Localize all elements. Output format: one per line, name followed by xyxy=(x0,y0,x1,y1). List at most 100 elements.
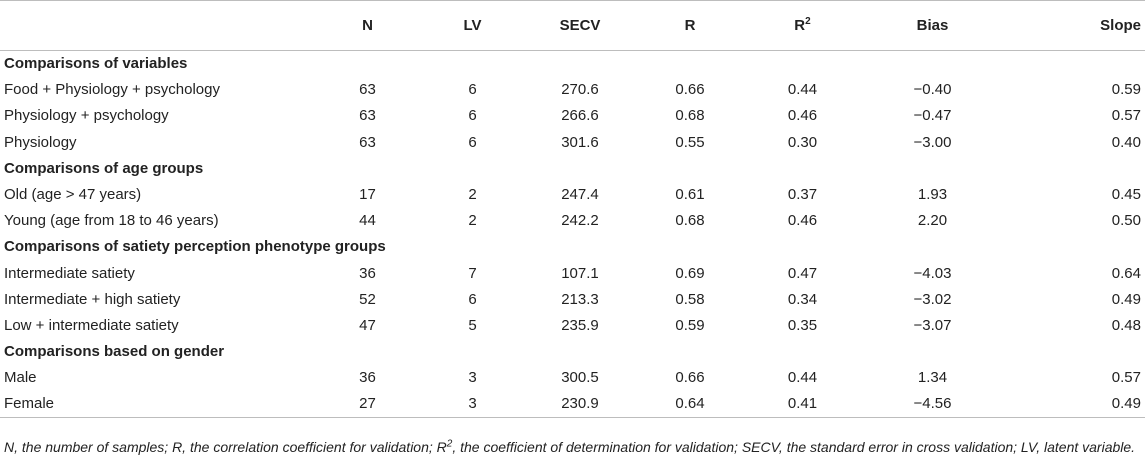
header-secv: SECV xyxy=(525,0,635,51)
group-header-row: Comparisons of variables xyxy=(0,51,1145,77)
cell-secv: 301.6 xyxy=(561,133,599,151)
cell-r: 0.68 xyxy=(675,212,705,230)
cell-n: 36 xyxy=(359,264,376,282)
cell-n: 52 xyxy=(359,290,376,308)
cell-n: 17 xyxy=(359,186,376,204)
header-r2-sup: 2 xyxy=(805,16,811,27)
cell-secv: 107.1 xyxy=(561,264,599,282)
cell-r: 0.66 xyxy=(675,369,705,387)
header-r: R xyxy=(635,0,745,51)
cell-slope: 0.57 xyxy=(1111,369,1141,387)
cell-bias: −0.40 xyxy=(913,81,952,99)
row-label: Physiology + psychology xyxy=(4,107,169,125)
cell-r: 0.61 xyxy=(675,186,705,204)
cell-lv: 3 xyxy=(420,390,525,418)
cell-r: 0.69 xyxy=(675,264,705,282)
table-row: Food + Physiology + psychology 63 6 270.6 0.… xyxy=(0,77,1145,103)
cell-n: 63 xyxy=(359,107,376,125)
cell-bias: −4.56 xyxy=(860,390,1005,418)
group-title: Comparisons of variables xyxy=(4,55,188,73)
cell-slope: 0.40 xyxy=(1111,133,1141,151)
cell-secv: 270.6 xyxy=(561,81,599,99)
header-n: N xyxy=(315,0,420,51)
table-row: Intermediate satiety 36 7 107.1 0.69 0.47 −4.0… xyxy=(0,260,1145,286)
cell-bias: −3.02 xyxy=(913,290,952,308)
cell-slope: 0.50 xyxy=(1111,212,1141,230)
footnote-part2: , the coefficient of determination for v… xyxy=(452,439,1136,455)
cell-n: 36 xyxy=(359,369,376,387)
group-header-row: Comparisons based on gender xyxy=(0,339,1145,365)
cell-n: 63 xyxy=(359,81,376,99)
group-header-row: Comparisons of age groups xyxy=(0,155,1145,181)
cell-secv: 242.2 xyxy=(561,212,599,230)
results-table: N LV SECV R R2 Bias Slope Comparisons of… xyxy=(0,0,1145,418)
cell-r2: 0.30 xyxy=(787,133,818,151)
group-header-row: Comparisons of satiety perception phenot… xyxy=(0,234,1145,260)
cell-lv: 7 xyxy=(468,264,477,282)
footnote-sup: 2 xyxy=(446,438,453,450)
table-row: Low + intermediate satiety 47 5 235.9 0.59 0.… xyxy=(0,312,1145,338)
cell-bias: 1.93 xyxy=(917,186,948,204)
table-header: N LV SECV R R2 Bias Slope xyxy=(0,0,1145,51)
cell-bias: −4.03 xyxy=(913,264,952,282)
cell-lv: 2 xyxy=(468,186,477,204)
cell-r2: 0.34 xyxy=(787,290,818,308)
footnote-part1: N, the number of samples; R, the correla… xyxy=(4,439,447,455)
cell-r: 0.66 xyxy=(675,81,705,99)
cell-r2: 0.44 xyxy=(787,81,818,99)
cell-slope: 0.57 xyxy=(1111,107,1141,125)
table-footnote: N, the number of samples; R, the correla… xyxy=(4,439,1135,455)
table-row: Old (age > 47 years) 17 2 247.4 0.61 0.37 1.93… xyxy=(0,181,1145,207)
cell-slope: 0.59 xyxy=(1111,81,1141,99)
cell-r: 0.59 xyxy=(675,316,705,334)
cell-secv: 235.9 xyxy=(561,316,599,334)
table-row: Physiology 63 6 301.6 0.55 0.30 −3.00 0.40 xyxy=(0,129,1145,155)
table-row: Young (age from 18 to 46 years) 44 2 242.2 0… xyxy=(0,208,1145,234)
cell-r: 0.68 xyxy=(675,107,705,125)
cell-bias: −3.07 xyxy=(913,316,952,334)
row-label: Male xyxy=(4,369,37,387)
cell-bias: −0.47 xyxy=(913,107,952,125)
cell-r2: 0.46 xyxy=(787,107,818,125)
cell-r: 0.58 xyxy=(675,290,705,308)
cell-lv: 2 xyxy=(468,212,477,230)
header-lv: LV xyxy=(420,0,525,51)
row-label: Intermediate satiety xyxy=(4,264,135,282)
cell-slope: 0.48 xyxy=(1111,316,1141,334)
row-label: Low + intermediate satiety xyxy=(4,316,179,334)
group-title: Comparisons of satiety perception phenot… xyxy=(4,238,386,256)
group-title: Comparisons of age groups xyxy=(4,159,204,177)
cell-secv: 300.5 xyxy=(561,369,599,387)
row-label: Intermediate + high satiety xyxy=(4,290,181,308)
cell-slope: 0.64 xyxy=(1111,264,1141,282)
group-title: Comparisons based on gender xyxy=(4,343,225,361)
table-row: Physiology + psychology 63 6 266.6 0.68 0.46 −… xyxy=(0,103,1145,129)
header-r2: R2 xyxy=(745,0,860,51)
cell-lv: 6 xyxy=(468,107,477,125)
cell-n: 47 xyxy=(359,316,376,334)
row-label: Young (age from 18 to 46 years) xyxy=(4,212,219,230)
cell-secv: 247.4 xyxy=(561,186,599,204)
header-bias: Bias xyxy=(860,0,1005,51)
cell-r2: 0.37 xyxy=(787,186,818,204)
cell-r2: 0.47 xyxy=(787,264,818,282)
row-label: Physiology xyxy=(4,133,77,151)
header-slope: Slope xyxy=(1005,0,1145,51)
table-body: Comparisons of variables Food + Physiolog… xyxy=(0,51,1145,418)
cell-r2: 0.44 xyxy=(787,369,818,387)
cell-lv: 3 xyxy=(468,369,477,387)
table-row: Male 36 3 300.5 0.66 0.44 1.34 0.57 xyxy=(0,365,1145,391)
cell-slope: 0.49 xyxy=(1111,290,1141,308)
cell-bias: 1.34 xyxy=(917,369,948,387)
cell-secv: 266.6 xyxy=(561,107,599,125)
cell-slope: 0.45 xyxy=(1111,186,1141,204)
cell-lv: 6 xyxy=(468,133,477,151)
cell-r2: 0.41 xyxy=(745,390,860,418)
cell-r: 0.64 xyxy=(635,390,745,418)
header-empty xyxy=(0,0,315,51)
cell-r2: 0.46 xyxy=(787,212,818,230)
cell-lv: 5 xyxy=(468,316,477,334)
cell-r2: 0.35 xyxy=(787,316,818,334)
cell-n: 63 xyxy=(359,133,376,151)
